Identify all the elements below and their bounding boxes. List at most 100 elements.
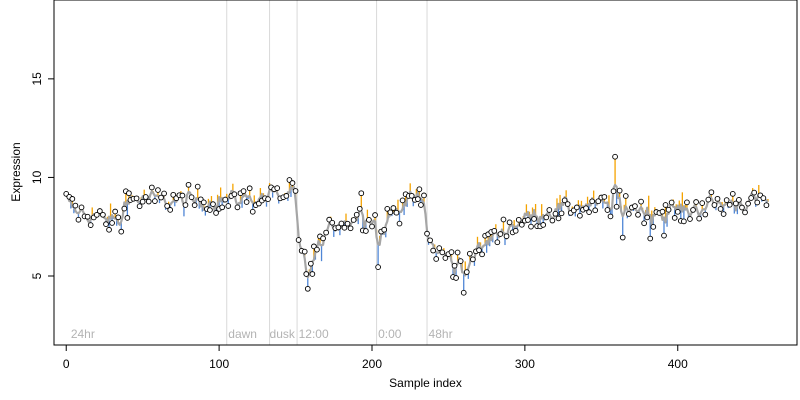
x-tick-label-1: 100 — [209, 357, 229, 371]
point-354 — [604, 207, 611, 213]
point-302 — [525, 217, 531, 223]
point-414 — [696, 215, 703, 222]
point-270 — [476, 247, 482, 254]
point-416 — [699, 200, 706, 206]
point-24 — [100, 211, 106, 218]
point-94 — [207, 207, 213, 213]
point-286 — [500, 216, 507, 223]
point-410 — [690, 207, 696, 213]
point-442 — [739, 204, 745, 211]
annotation-3: 12:00 — [299, 327, 329, 341]
point-110 — [231, 191, 238, 198]
point-384 — [650, 224, 657, 230]
point-26 — [103, 221, 109, 227]
point-426 — [714, 195, 721, 202]
point-348 — [595, 198, 602, 205]
point-16 — [87, 222, 94, 228]
x-tick-label-3: 300 — [515, 357, 535, 371]
point-218 — [396, 220, 403, 227]
point-362 — [616, 187, 623, 194]
point-186 — [347, 225, 354, 232]
point-368 — [625, 211, 632, 217]
point-418 — [702, 211, 709, 218]
data-points — [63, 153, 770, 296]
point-112 — [234, 204, 241, 211]
point-34 — [115, 214, 122, 221]
point-62 — [158, 194, 164, 201]
point-456 — [760, 195, 767, 201]
point-82 — [188, 194, 195, 201]
point-255 — [453, 275, 459, 281]
point-436 — [729, 191, 736, 197]
annotation-5: 48hr — [429, 327, 453, 341]
point-438 — [732, 200, 739, 207]
point-242 — [433, 256, 440, 262]
point-282 — [494, 239, 501, 246]
point-180 — [338, 220, 345, 227]
point-296 — [515, 216, 522, 223]
y-tick-label-0: 5 — [30, 272, 44, 279]
point-298 — [518, 221, 525, 228]
point-157 — [303, 271, 310, 277]
deviation-sticks — [65, 156, 769, 293]
point-204 — [375, 264, 381, 270]
point-138 — [274, 185, 281, 191]
point-30 — [109, 220, 115, 226]
point-52 — [142, 194, 149, 200]
point-178 — [335, 224, 342, 231]
point-102 — [219, 204, 226, 211]
point-66 — [164, 203, 170, 209]
point-430 — [720, 211, 727, 217]
y-tick-label-1: 10 — [30, 170, 44, 184]
point-432 — [723, 197, 730, 203]
point-50 — [139, 198, 146, 205]
annotation-2: dusk — [270, 327, 296, 341]
point-400 — [674, 208, 681, 215]
point-254 — [451, 262, 458, 269]
series-line — [65, 183, 769, 279]
point-360 — [613, 203, 620, 210]
point-378 — [641, 220, 647, 227]
point-170 — [323, 229, 329, 236]
point-390 — [659, 208, 666, 215]
point-320 — [552, 210, 559, 217]
point-264 — [466, 250, 473, 257]
point-164 — [314, 246, 320, 253]
point-334 — [573, 204, 580, 211]
point-70 — [170, 191, 177, 198]
point-144 — [283, 193, 290, 199]
point-240 — [430, 247, 436, 254]
point-232 — [418, 202, 424, 208]
point-424 — [711, 202, 718, 208]
point-294 — [512, 227, 519, 234]
x-tick-label-2: 200 — [362, 357, 382, 371]
point-84 — [191, 202, 198, 209]
point-118 — [243, 199, 250, 205]
point-210 — [384, 205, 391, 212]
point-458 — [763, 202, 770, 209]
point-86 — [194, 183, 201, 190]
point-364 — [619, 234, 626, 241]
point-372 — [632, 203, 638, 209]
point-312 — [540, 222, 547, 228]
point-174 — [329, 219, 336, 226]
x-tick-label-0: 0 — [63, 357, 70, 371]
point-382 — [647, 235, 654, 242]
point-132 — [265, 196, 271, 202]
point-120 — [246, 185, 253, 192]
point-244 — [436, 245, 443, 251]
point-359 — [612, 153, 618, 160]
point-342 — [586, 209, 592, 216]
point-231 — [416, 186, 423, 193]
point-193 — [358, 190, 365, 197]
point-326 — [561, 197, 568, 204]
point-60 — [155, 187, 161, 193]
point-158 — [304, 285, 311, 292]
point-434 — [726, 201, 733, 208]
point-230 — [415, 196, 421, 202]
point-234 — [421, 192, 427, 199]
point-380 — [644, 214, 651, 221]
point-41 — [126, 190, 132, 197]
point-446 — [745, 200, 751, 207]
plot-frame — [53, 0, 798, 346]
